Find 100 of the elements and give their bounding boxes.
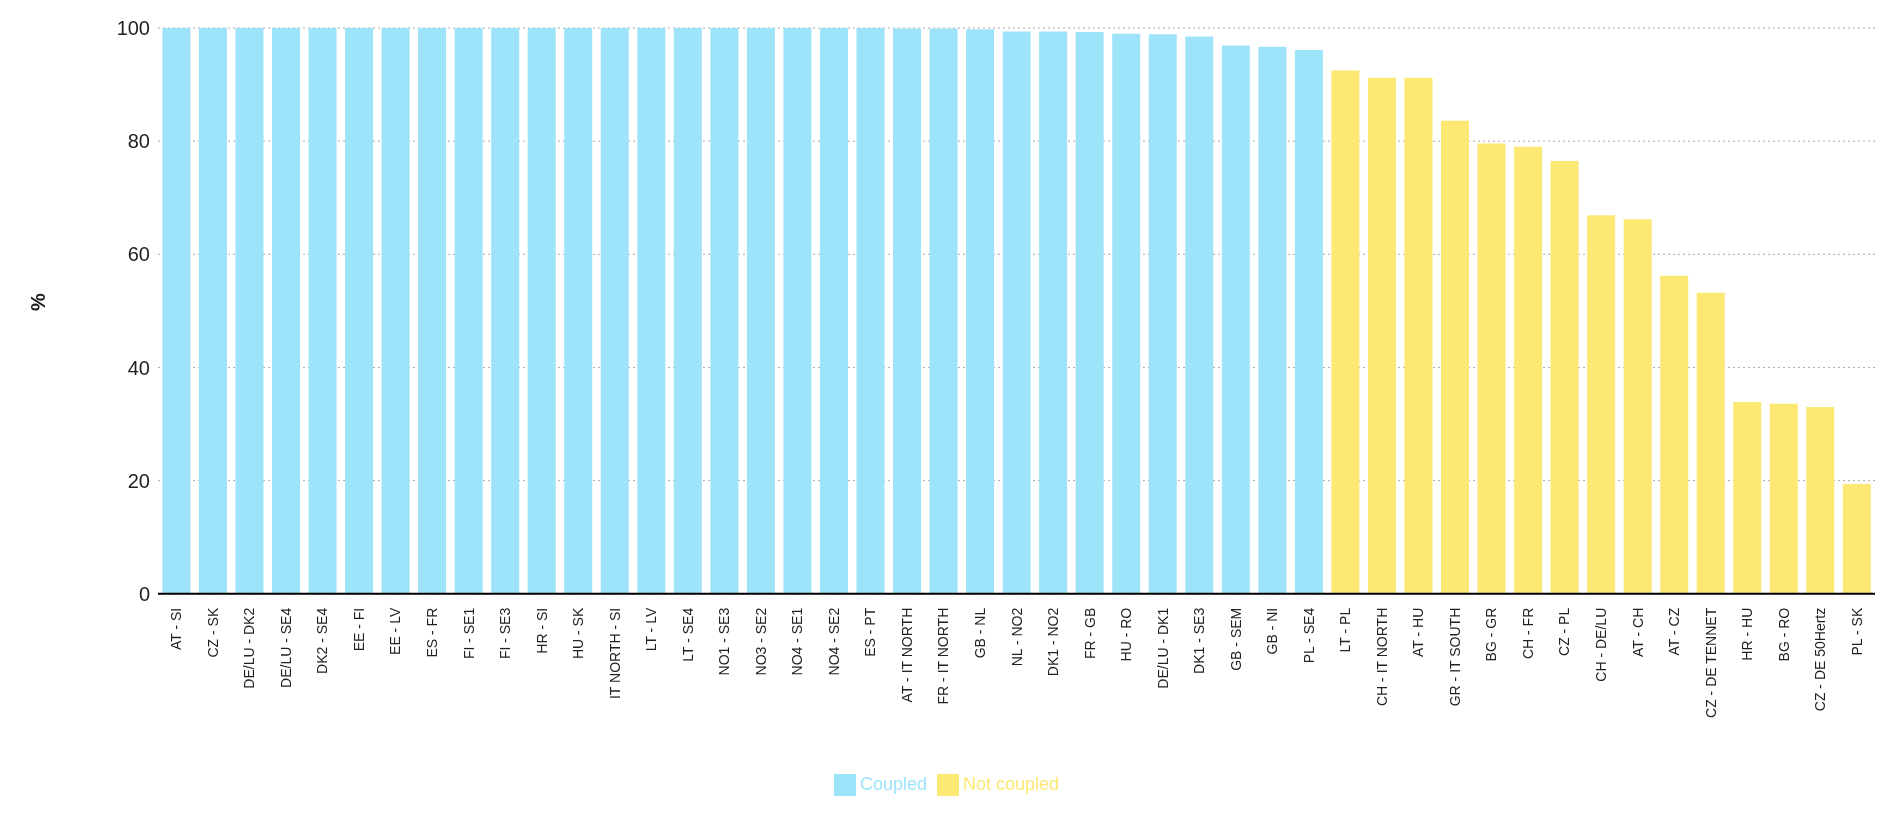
x-tick-label: BG - GR [1483,607,1500,662]
bar [1075,31,1104,594]
y-tick-label: 20 [127,469,150,492]
x-tick-label: AT - SI [168,607,185,651]
x-tick-label: HU - RO [1118,607,1135,662]
x-tick-label: PL - SE4 [1300,607,1317,664]
x-tick-label: HR - SI [533,607,550,654]
x-tick-label: FR - GB [1081,607,1098,660]
legend-label: Coupled [859,773,927,794]
bar [1404,77,1433,594]
y-tick-label: 60 [127,243,150,266]
x-tick-label: LT - SE4 [679,607,696,662]
x-tick-label: DK1 - SE3 [1191,607,1208,674]
x-tick-label: AT - IT NORTH [898,607,915,703]
x-tick-label: AT - CH [1629,607,1646,658]
bar [637,28,666,594]
bar [673,28,702,594]
bar [1002,31,1031,594]
bar [198,28,227,594]
x-tick-label: FR - IT NORTH [935,607,952,705]
y-axis-title: % [27,292,50,311]
x-tick-label: CH - IT NORTH [1373,607,1390,707]
bar [527,28,556,594]
y-tick-label: 0 [138,582,150,605]
x-tick-label: PL - SK [1848,607,1865,656]
x-tick-label: NO4 - SE2 [825,607,842,676]
x-tick-label: GB - NL [971,607,988,659]
x-tick-label: GR - IT SOUTH [1446,607,1463,707]
x-tick-label: FI - SE3 [497,607,514,660]
x-tick-label: DE/LU - DK1 [1154,607,1171,689]
x-tick-label: NL - NO2 [1008,607,1025,667]
bar [1587,215,1616,594]
bar [1112,33,1141,594]
bar [454,28,483,594]
bar [1660,275,1689,594]
x-tick-label: EE - FI [350,607,367,652]
bar [1623,219,1652,594]
x-tick-label: ES - PT [862,607,879,657]
bar [1514,146,1543,594]
bar [893,28,922,594]
x-tick-label: AT - CZ [1666,607,1683,656]
x-tick-label: ES - FR [423,607,440,658]
x-tick-label: HR - HU [1739,607,1756,661]
x-tick-label: CZ - PL [1556,607,1573,656]
x-tick-label: AT - HU [1410,607,1427,658]
x-tick-label: LT - PL [1337,607,1354,653]
bar [1185,36,1214,594]
x-tick-label: CZ - DE TENNET [1702,607,1719,718]
x-tick-label: NO4 - SE1 [789,607,806,676]
bar [1550,160,1579,594]
bar [1367,77,1396,594]
x-tick-label: HU - SK [570,607,587,660]
bar [783,28,812,594]
x-tick-label: GB - NI [1264,607,1281,655]
y-tick-label: 40 [127,356,150,379]
bar [746,28,775,594]
x-tick-label: CH - FR [1519,607,1536,660]
x-tick-label: NO1 - SE3 [716,607,733,676]
bar [235,28,264,594]
bar [1258,46,1287,594]
bar [1696,292,1725,594]
x-tick-label: EE - LV [387,607,404,655]
bar [271,28,300,594]
x-tick-label: CZ - DE 50Hertz [1812,607,1829,712]
x-tick-label: NO3 - SE2 [752,607,769,676]
bar [819,28,848,594]
bar [1477,143,1506,594]
x-tick-label: DE/LU - DK2 [241,607,258,689]
x-tick-label: IT NORTH - SI [606,607,623,700]
bar [600,28,629,594]
bar [418,28,447,594]
x-tick-label: DK1 - NO2 [1045,607,1062,677]
x-tick-label: DE/LU - SE4 [277,607,294,688]
bar [308,28,337,594]
bar [1842,483,1871,594]
x-tick-label: CZ - SK [204,607,221,658]
bar [564,28,593,594]
bar [491,28,520,594]
x-tick-label: BG - RO [1775,607,1792,662]
bar [1769,403,1798,594]
bar [1331,70,1360,594]
bar [856,28,885,594]
x-tick-label: LT - LV [643,607,660,652]
x-tick-label: DK2 - SE4 [314,607,331,674]
y-tick-label: 80 [127,130,150,153]
bar [710,28,739,594]
bar [1733,401,1762,594]
bar [1039,31,1068,594]
bar [345,28,374,594]
bar [1806,407,1835,594]
bar [1221,45,1250,594]
bar [381,28,410,594]
x-tick-label: CH - DE/LU [1593,607,1610,682]
x-tick-label: GB - SEM [1227,607,1244,671]
bar [966,29,995,594]
bar [1148,34,1177,594]
bar [929,28,958,594]
bar [1294,50,1323,594]
y-tick-label: 100 [116,17,150,40]
bar [162,28,191,594]
